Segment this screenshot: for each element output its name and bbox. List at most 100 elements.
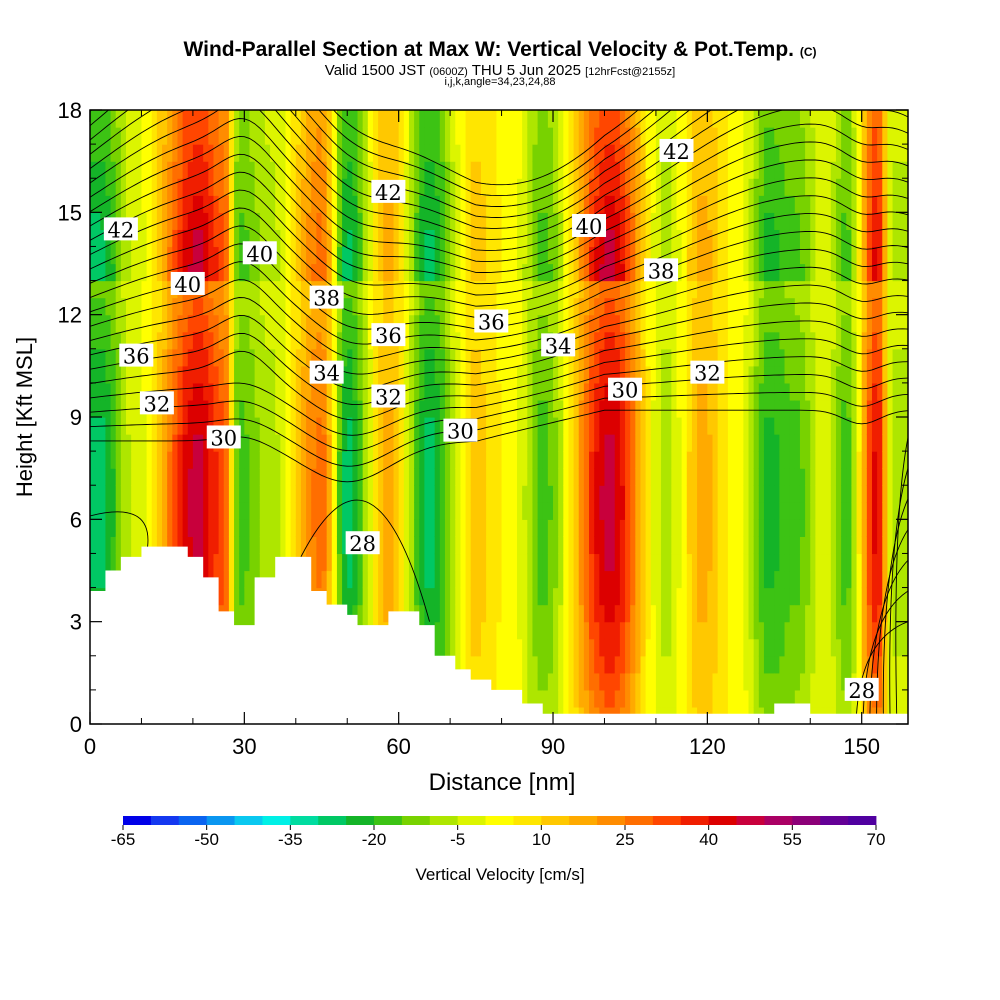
velocity-cell [465,621,472,640]
velocity-cell [192,195,199,213]
velocity-cell [491,229,498,248]
velocity-cell [655,621,662,640]
velocity-cell [532,229,539,248]
velocity-cell [393,212,400,230]
velocity-cell [434,263,441,282]
velocity-cell [676,587,683,606]
velocity-cell [542,127,549,145]
velocity-cell [547,161,554,179]
velocity-cell [650,280,657,299]
velocity-cell [697,434,703,452]
velocity-cell [465,280,472,299]
velocity-cell [419,314,426,333]
velocity-cell [439,195,446,213]
velocity-cell [120,434,127,452]
velocity-cell [156,229,163,248]
velocity-cell [784,502,791,520]
velocity-cell [758,348,765,367]
velocity-cell [650,451,657,469]
velocity-cell [733,553,739,572]
velocity-cell [300,382,307,401]
velocity-cell [434,382,441,401]
velocity-cell [198,178,204,196]
velocity-cell [517,451,523,469]
velocity-cell [784,451,791,469]
velocity-cell [444,604,451,623]
velocity-cell [372,365,379,384]
velocity-cell [686,417,693,435]
velocity-cell [295,485,302,503]
velocity-cell [619,229,626,248]
velocity-cell [676,553,683,572]
velocity-cell [784,161,791,179]
velocity-cell [733,331,739,350]
velocity-cell [619,399,626,418]
velocity-cell [501,536,508,555]
velocity-cell [249,144,256,162]
velocity-cell [635,280,642,299]
velocity-cell [290,485,297,503]
velocity-cell [239,604,245,623]
velocity-cell [527,672,534,691]
velocity-cell [691,399,698,418]
velocity-cell [259,468,266,486]
velocity-cell [609,553,616,572]
velocity-cell [614,280,621,299]
velocity-cell [517,519,523,537]
velocity-cell [599,536,606,555]
velocity-cell [434,297,441,316]
velocity-cell [264,314,271,333]
velocity-cell [105,382,112,401]
velocity-cell [753,280,760,299]
velocity-cell [115,553,122,572]
velocity-cell [563,297,570,316]
velocity-cell [733,348,739,367]
velocity-cell [558,229,564,248]
velocity-cell [336,587,343,606]
velocity-cell [414,399,420,418]
velocity-cell [321,382,328,401]
velocity-cell [162,519,168,537]
velocity-cell [393,110,400,128]
velocity-cell [522,434,528,452]
velocity-cell [784,417,791,435]
velocity-cell [480,655,487,674]
velocity-cell [347,604,353,623]
velocity-cell [558,672,564,691]
velocity-cell [470,382,477,401]
velocity-cell [275,263,281,282]
velocity-cell [275,399,281,418]
velocity-cell [167,519,173,537]
velocity-cell [640,672,647,691]
velocity-cell [609,399,616,418]
velocity-cell [743,195,750,213]
velocity-cell [270,161,276,179]
velocity-cell [403,280,410,299]
velocity-cell [573,144,580,162]
velocity-cell [558,195,564,213]
velocity-cell [182,297,189,316]
velocity-cell [439,587,446,606]
velocity-cell [522,587,528,606]
velocity-cell [486,229,492,248]
velocity-cell [563,570,570,589]
velocity-cell [717,485,724,503]
velocity-cell [702,485,708,503]
velocity-cell [203,365,209,384]
velocity-cell [172,399,179,418]
velocity-cell [331,519,338,537]
velocity-cell [655,536,662,555]
velocity-cell [95,536,101,555]
velocity-cell [347,382,353,401]
velocity-cell [115,399,122,418]
velocity-cell [774,485,780,503]
velocity-cell [542,638,549,657]
velocity-cell [141,178,148,196]
velocity-cell [517,229,523,248]
velocity-cell [408,110,415,128]
velocity-cell [702,127,708,145]
velocity-cell [234,451,240,469]
velocity-cell [408,399,415,418]
velocity-cell [661,127,667,145]
velocity-cell [234,553,240,572]
